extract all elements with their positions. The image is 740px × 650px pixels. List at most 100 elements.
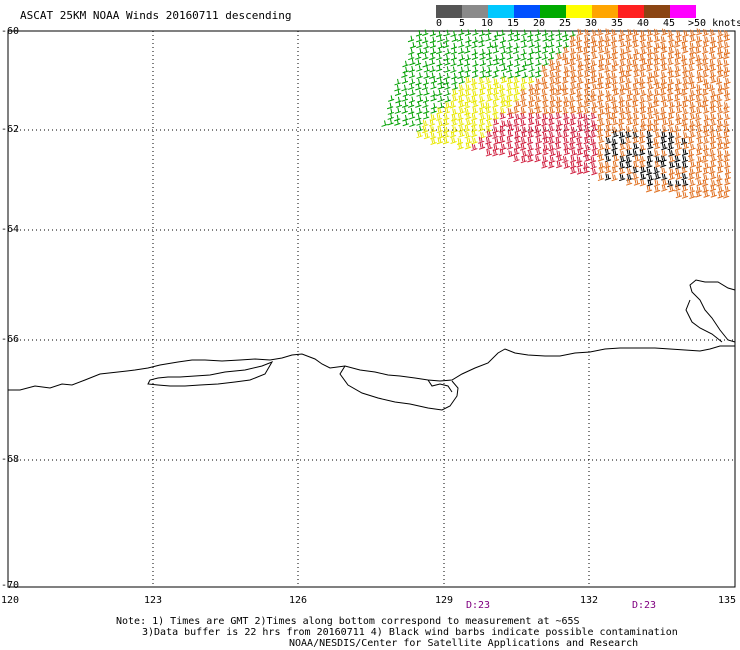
wind-barb: [542, 95, 549, 103]
wind-barb: [696, 178, 703, 187]
wind-barb: [619, 29, 626, 37]
wind-barb: [428, 119, 436, 127]
wind-barb: [423, 89, 430, 96]
wind-barb: [702, 88, 709, 96]
wind-barb: [430, 137, 437, 145]
wind-barb: [499, 89, 506, 98]
wind-barb: [520, 35, 527, 43]
wind-barb: [696, 64, 704, 72]
wind-barb: [675, 106, 683, 114]
wind-barb: [514, 125, 522, 133]
wind-barb: [520, 107, 527, 115]
wind-barb: [444, 48, 451, 55]
wind-barb: [507, 124, 515, 132]
wind-barb: [409, 42, 417, 49]
wind-barb: [647, 112, 654, 120]
wind-barb: [583, 83, 591, 91]
wind-barb: [584, 29, 591, 37]
wind-barb: [722, 59, 730, 67]
wind-barb: [555, 41, 563, 48]
wind-barb: [570, 148, 578, 157]
wind-barb: [605, 95, 612, 103]
wind-barb: [437, 82, 444, 90]
wind-barb: [626, 178, 633, 186]
wind-barb: [422, 29, 429, 36]
wind-barb: [598, 64, 605, 72]
wind-barb: [605, 77, 612, 86]
wind-barb: [507, 89, 514, 97]
wind-barb: [493, 82, 500, 90]
wind-barb: [499, 59, 506, 67]
wind-barb: [464, 47, 471, 54]
wind-barb: [646, 161, 653, 169]
wind-barb: [639, 106, 647, 115]
wind-barb: [570, 47, 577, 55]
wind-barb: [667, 66, 674, 74]
wind-barb: [479, 66, 486, 73]
wind-barb: [577, 101, 584, 109]
wind-barb: [584, 58, 591, 66]
wind-barb: [486, 94, 493, 102]
wind-barb: [520, 65, 527, 72]
wind-barb: [471, 53, 479, 60]
wind-barb: [618, 34, 625, 42]
wind-barb: [689, 124, 696, 133]
wind-barb: [535, 53, 542, 60]
wind-barb: [416, 41, 423, 49]
wind-barb: [416, 130, 423, 139]
wind-barb: [556, 84, 563, 92]
wind-barb: [506, 60, 514, 67]
wind-barb: [507, 72, 514, 79]
wind-barb: [682, 71, 689, 79]
wind-barb: [674, 168, 681, 176]
wind-barb: [442, 78, 450, 86]
wind-barb: [632, 107, 640, 115]
wind-barb: [520, 77, 528, 85]
wind-barb: [555, 150, 563, 158]
wind-barb: [562, 46, 570, 54]
wind-barb: [715, 77, 723, 85]
legend-swatch-8: [644, 5, 670, 18]
wind-barb: [402, 119, 409, 127]
wind-barb: [674, 58, 681, 66]
wind-barb: [478, 107, 485, 115]
wind-barb: [612, 83, 619, 92]
wind-barb: [437, 119, 444, 128]
wind-barb: [646, 29, 654, 37]
wind-barb: [486, 120, 493, 128]
wind-barb: [486, 142, 493, 151]
wind-barb: [639, 179, 647, 187]
wind-barb: [514, 60, 521, 68]
wind-barb: [423, 42, 430, 50]
wind-barb: [710, 119, 717, 127]
wind-barb: [436, 47, 443, 55]
wind-barb: [702, 29, 709, 37]
wind-barb: [610, 29, 618, 37]
wind-barb: [527, 155, 534, 163]
wind-barb: [535, 148, 542, 156]
wind-barb: [660, 71, 667, 79]
wind-barb: [569, 142, 576, 151]
wind-barb: [458, 130, 465, 138]
wind-barb: [590, 94, 597, 103]
wind-barb: [646, 94, 653, 103]
wind-barb: [681, 100, 688, 109]
wind-barb: [625, 70, 632, 78]
wind-barb: [604, 161, 611, 169]
wind-barb: [435, 30, 443, 38]
wind-barb: [465, 118, 472, 126]
wind-barb: [520, 112, 527, 120]
wind-barb: [653, 89, 661, 97]
wind-barb: [520, 88, 527, 96]
wind-barb: [695, 119, 702, 128]
wind-barb: [576, 28, 584, 36]
wind-barb: [604, 46, 611, 55]
wind-barb: [647, 89, 654, 98]
wind-barb: [660, 58, 667, 66]
wind-barb: [478, 77, 485, 85]
wind-barb: [604, 130, 612, 138]
wind-barb: [619, 88, 626, 96]
wind-barb: [507, 35, 514, 42]
wind-barb: [458, 84, 465, 92]
wind-barb: [703, 149, 710, 158]
